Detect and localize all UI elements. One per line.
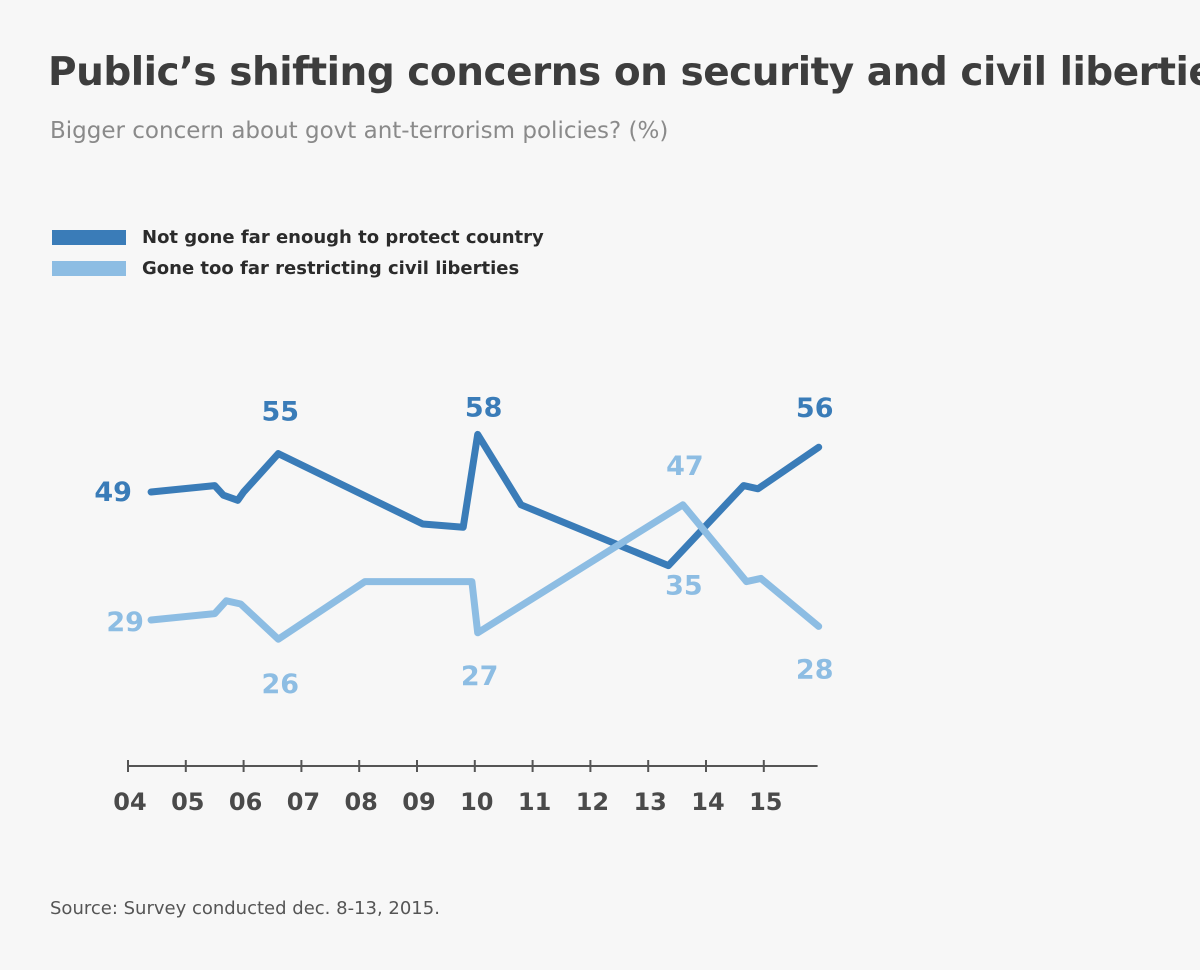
legend-swatch-civil-liberties [52,260,126,276]
x-tick-label-06: 06 [229,788,262,816]
legend-swatch-protect-country [52,229,126,245]
legend-item-civil-liberties: Gone too far restricting civil liberties [52,256,519,280]
source-note: Source: Survey conducted dec. 8-13, 2015… [50,898,440,919]
data-label-protect-55: 55 [261,397,299,428]
line-chart: 04 05 06 07 08 09 10 11 12 13 14 15 49 55 58 56 29 26 27 47… [94,392,834,816]
x-tick-label-04: 04 [113,788,146,816]
data-label-protect-58: 58 [465,392,503,423]
x-tick-label-09: 09 [402,788,435,816]
legend-item-protect-country: Not gone far enough to protect country [52,225,544,249]
line-civil-liberties [147,501,823,643]
data-label-liberties-27: 27 [461,661,499,692]
data-label-liberties-29: 29 [106,607,144,638]
x-tick-label-05: 05 [171,788,204,816]
data-label-protect-56: 56 [796,393,834,424]
line-protect-country [147,430,823,570]
x-tick-label-12: 12 [576,788,609,816]
x-tick-label-10: 10 [460,788,493,816]
legend-label-protect-country: Not gone far enough to protect country [142,226,544,248]
data-label-liberties-35: 35 [665,571,703,602]
x-tick-label-08: 08 [344,788,377,816]
x-tick-label-15: 15 [749,788,782,816]
x-tick-label-11: 11 [518,788,551,816]
data-label-protect-49: 49 [94,477,132,508]
chart-title: Public’s shifting concerns on security a… [48,50,1200,95]
chart-subtitle: Bigger concern about govt ant-terrorism … [50,118,669,144]
x-tick-label-14: 14 [691,788,724,816]
legend-label-civil-liberties: Gone too far restricting civil liberties [142,257,520,279]
data-label-liberties-26: 26 [261,669,299,700]
x-tick-label-13: 13 [633,788,666,816]
x-tick-label-07: 07 [287,788,320,816]
data-label-liberties-47: 47 [666,451,704,482]
data-label-liberties-28: 28 [796,654,834,685]
